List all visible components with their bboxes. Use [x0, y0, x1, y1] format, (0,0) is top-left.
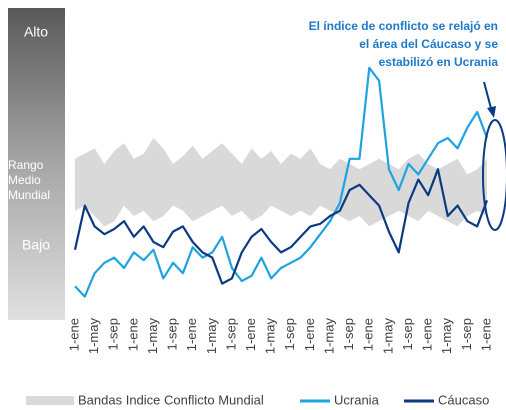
annotation: El índice de conflicto se relajó en: [309, 19, 498, 33]
arrow: [483, 81, 493, 113]
x-tick-label: 1-sep: [165, 318, 180, 351]
x-tick-label: 1-ene: [361, 318, 376, 351]
legend-label: Cáucaso: [438, 392, 489, 407]
scale-mid: Mundial: [8, 188, 50, 202]
annotation: estabilizó en Ucrania: [379, 55, 499, 69]
x-tick-label: 1-sep: [223, 318, 238, 351]
x-tick-label: 1-may: [204, 318, 219, 355]
line: [74, 66, 489, 298]
scale-mid: Medio: [8, 173, 41, 187]
band: [75, 138, 487, 227]
line: [73, 168, 489, 285]
x-tick-label: 1-ene: [302, 318, 317, 351]
x-tick-label: 1-ene: [184, 318, 199, 351]
x-tick-label: 1-may: [263, 318, 278, 355]
legend-swatch: [26, 396, 74, 405]
x-tick-label: 1-ene: [66, 318, 81, 351]
highlight: [482, 119, 506, 231]
scale-high: Alto: [24, 24, 48, 40]
legend-label: Bandas Indice Conflicto Mundial: [78, 392, 264, 407]
x-tick-label: 1-ene: [420, 318, 435, 351]
x-tick-label: 1-sep: [106, 318, 121, 351]
x-tick-label: 1-ene: [478, 318, 493, 351]
x-tick-label: 1-ene: [243, 318, 258, 351]
x-tick-label: 1-sep: [282, 318, 297, 351]
x-tick-label: 1-may: [145, 318, 160, 355]
scale-low: Bajo: [22, 237, 50, 253]
arrow-head: [487, 106, 496, 118]
x-tick-label: 1-may: [380, 318, 395, 355]
x-tick-label: 1-may: [321, 318, 336, 355]
scale-mid: Rango: [8, 158, 44, 172]
x-tick-label: 1-ene: [125, 318, 140, 351]
x-tick-label: 1-may: [86, 318, 101, 355]
x-tick-label: 1-sep: [400, 318, 415, 351]
x-tick-label: 1-sep: [459, 318, 474, 351]
annotation: el área del Cáucaso y se: [359, 37, 498, 51]
x-tick-label: 1-may: [439, 318, 454, 355]
x-tick-label: 1-sep: [341, 318, 356, 351]
legend-label: Ucrania: [334, 392, 380, 407]
scale-bar: [8, 8, 65, 320]
